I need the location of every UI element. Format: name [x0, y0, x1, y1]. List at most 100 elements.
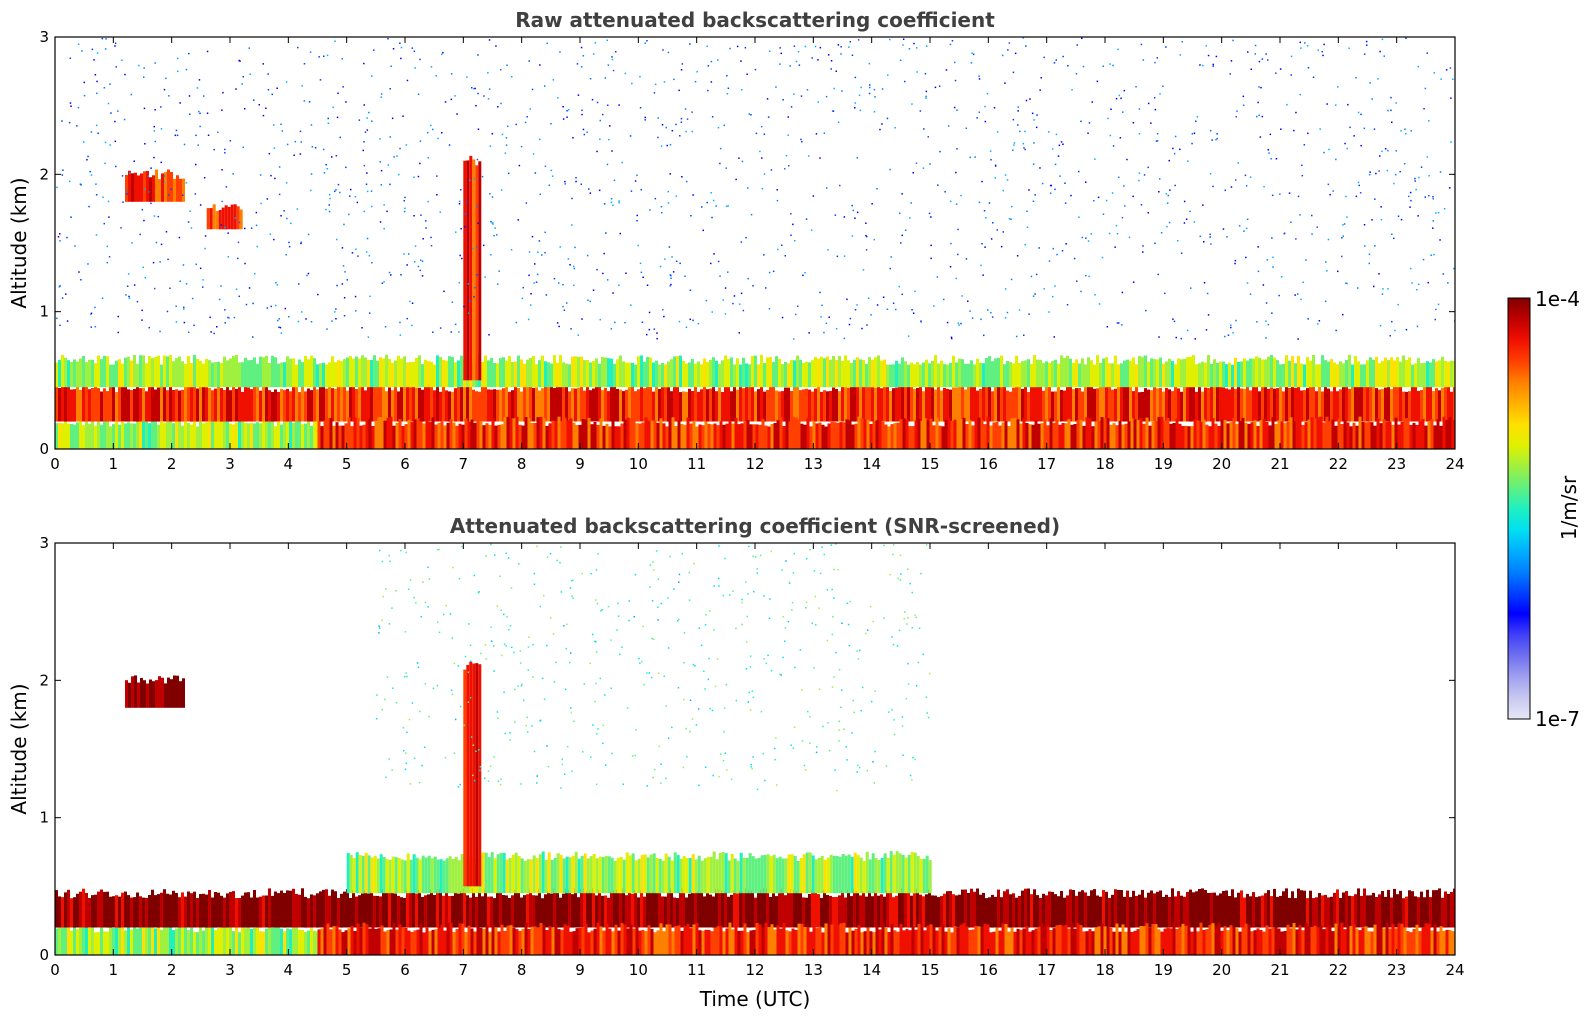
heatmap-speck: [1167, 194, 1169, 197]
heatmap-speck: [1002, 231, 1004, 233]
heatmap-speck: [582, 751, 584, 753]
heatmap-speck: [665, 126, 667, 129]
heatmap-column: [1129, 382, 1132, 422]
heatmap-speck: [1076, 280, 1078, 282]
heatmap-column: [1069, 889, 1072, 928]
heatmap-column: [322, 386, 325, 422]
heatmap-column: [527, 418, 531, 449]
heatmap-column: [931, 895, 934, 928]
heatmap-speck: [840, 706, 842, 709]
heatmap-speck: [927, 136, 929, 138]
heatmap-column: [205, 894, 208, 928]
heatmap-speck: [1215, 138, 1217, 141]
heatmap-speck: [1378, 170, 1380, 172]
heatmap-speck: [525, 724, 527, 727]
heatmap-column: [382, 383, 385, 422]
heatmap-column: [908, 426, 912, 449]
heatmap-speck: [1159, 93, 1161, 95]
heatmap-column: [1354, 355, 1357, 388]
heatmap-speck: [1207, 54, 1210, 57]
heatmap-column: [977, 926, 981, 955]
heatmap-column: [1378, 363, 1381, 388]
heatmap-speck: [626, 707, 629, 709]
heatmap-speck: [1048, 131, 1050, 133]
heatmap-column: [661, 363, 664, 388]
heatmap-column: [404, 927, 408, 955]
heatmap-column: [532, 895, 535, 928]
heatmap-column: [640, 854, 644, 894]
heatmap-speck: [363, 62, 365, 65]
heatmap-column: [1325, 416, 1329, 449]
heatmap-speck: [840, 689, 843, 691]
heatmap-speck: [1400, 130, 1402, 132]
heatmap-column: [913, 852, 917, 894]
heatmap-speck: [471, 87, 473, 89]
heatmap-column: [112, 928, 115, 955]
heatmap-speck: [1230, 324, 1232, 326]
heatmap-speck: [143, 76, 145, 78]
heatmap-column: [1250, 931, 1254, 955]
heatmap-speck: [515, 123, 517, 126]
heatmap-speck: [520, 145, 523, 148]
heatmap-column: [697, 855, 701, 894]
heatmap-column: [412, 892, 415, 928]
heatmap-column: [1447, 361, 1450, 388]
heatmap-column: [1205, 424, 1209, 449]
heatmap-column: [1039, 897, 1042, 928]
heatmap-speck: [1418, 283, 1420, 286]
heatmap-speck: [177, 70, 179, 73]
heatmap-column: [850, 363, 853, 388]
heatmap-speck: [612, 69, 615, 72]
heatmap-column: [1213, 383, 1216, 422]
heatmap-column: [412, 386, 415, 422]
heatmap-speck: [153, 156, 155, 159]
heatmap-column: [493, 389, 496, 422]
heatmap-column: [70, 361, 73, 388]
heatmap-column: [613, 860, 617, 894]
heatmap-column: [79, 891, 82, 928]
heatmap-column: [127, 422, 130, 449]
heatmap-speck: [224, 148, 226, 151]
heatmap-speck: [675, 260, 678, 263]
heatmap-speck: [1173, 152, 1176, 155]
heatmap-column: [682, 360, 685, 388]
heatmap-speck: [1025, 99, 1028, 102]
heatmap-column: [55, 423, 58, 449]
heatmap-speck: [472, 774, 474, 777]
heatmap-speck: [851, 54, 854, 56]
heatmap-column: [1372, 892, 1375, 928]
heatmap-speck: [841, 622, 843, 624]
heatmap-speck: [969, 156, 971, 159]
heatmap-column: [754, 858, 758, 894]
heatmap-column: [706, 361, 709, 388]
heatmap-column: [601, 857, 605, 894]
heatmap-speck: [383, 281, 385, 283]
heatmap-speck: [607, 64, 610, 66]
heatmap-speck: [689, 699, 692, 701]
heatmap-column: [1315, 897, 1318, 928]
heatmap-column: [367, 384, 370, 422]
heatmap-speck: [476, 158, 479, 161]
heatmap-speck: [1328, 148, 1330, 151]
heatmap-column: [1403, 927, 1407, 955]
heatmap-column: [241, 895, 244, 928]
heatmap-column: [1085, 417, 1089, 449]
heatmap-column: [226, 416, 229, 449]
heatmap-speck: [306, 274, 308, 277]
heatmap-column: [607, 358, 610, 388]
heatmap-speck: [1337, 86, 1339, 88]
heatmap-column: [973, 386, 976, 422]
heatmap-column: [755, 424, 759, 449]
heatmap-column: [577, 897, 580, 928]
heatmap-column: [271, 417, 274, 449]
heatmap-column: [1114, 355, 1117, 388]
heatmap-column: [1448, 929, 1452, 955]
heatmap-column: [701, 930, 705, 955]
heatmap-column: [382, 358, 385, 388]
heatmap-speck: [556, 559, 558, 562]
heatmap-column: [172, 361, 175, 388]
heatmap-column: [343, 383, 346, 422]
heatmap-column: [386, 930, 390, 955]
heatmap-speck: [1164, 292, 1166, 295]
heatmap-column: [385, 354, 388, 388]
